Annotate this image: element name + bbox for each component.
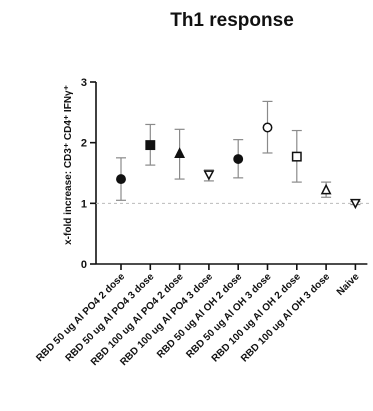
marker-triangle-down	[203, 170, 215, 181]
data-point-3	[174, 128, 186, 180]
marker-square	[291, 151, 302, 162]
data-point-5	[233, 139, 244, 179]
chart-title: Th1 response	[170, 10, 294, 31]
data-point-9	[349, 198, 361, 210]
y-tick-label: 2	[81, 138, 87, 150]
data-point-6	[262, 100, 273, 154]
marker-circle	[116, 174, 126, 185]
y-tick-label: 1	[81, 198, 87, 210]
marker-square	[145, 140, 156, 151]
y-tick-label: 0	[81, 259, 87, 271]
data-point-8	[320, 181, 332, 198]
marker-triangle	[174, 147, 186, 159]
data-point-2	[145, 123, 156, 166]
data-point-4	[203, 169, 215, 182]
marker-circle	[262, 122, 273, 133]
marker-triangle	[320, 183, 332, 195]
axes: 0 1 2 3	[81, 77, 368, 271]
y-tick-label: 3	[81, 77, 87, 89]
marker-triangle-down	[349, 198, 361, 210]
data-point-7	[291, 129, 302, 183]
category-label: Naive	[335, 271, 362, 298]
data-point-1	[116, 157, 126, 201]
marker-circle	[233, 154, 244, 164]
y-axis-label: x-fold increase: CD3⁺ CD4⁺ IFNγ⁺	[63, 85, 74, 245]
data-marks	[116, 100, 361, 210]
